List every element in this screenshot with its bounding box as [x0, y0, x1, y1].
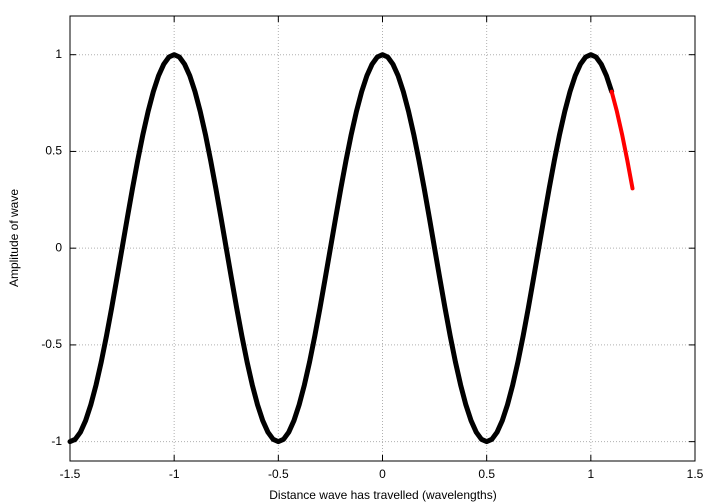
x-tick-label: -0.5 [268, 467, 289, 481]
x-tick-label: -1.5 [60, 467, 81, 481]
x-tick-label: -1 [169, 467, 180, 481]
y-tick-label: 0 [55, 240, 62, 254]
wave-line [609, 89, 635, 191]
y-tick-label: 0.5 [45, 144, 62, 158]
y-tick-label: -0.5 [41, 337, 62, 351]
y-tick-label: 1 [55, 47, 62, 61]
y-tick-label: -1 [51, 434, 62, 448]
x-tick-label: 0 [379, 467, 386, 481]
x-tick-label: 0.5 [478, 467, 495, 481]
plot-frame [69, 15, 696, 462]
x-axis-label: Distance wave has travelled (wavelengths… [269, 488, 496, 502]
y-axis-label: Amplitude of wave [7, 189, 21, 287]
x-tick-label: 1 [587, 467, 594, 481]
x-tick-label: 1.5 [687, 467, 704, 481]
wave-line [67, 52, 615, 445]
